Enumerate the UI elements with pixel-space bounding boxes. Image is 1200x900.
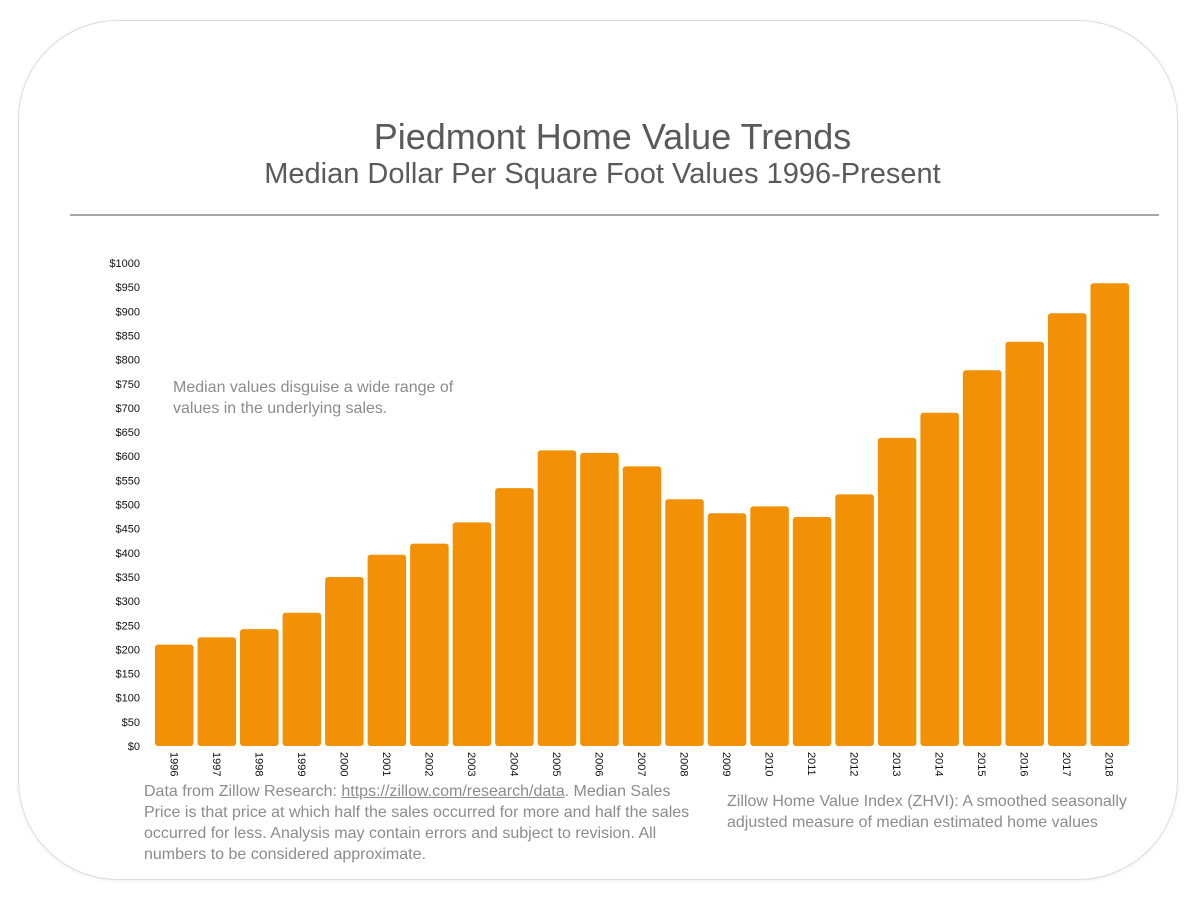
x-tick-label: 2006 [592,752,604,776]
bar [1047,313,1087,746]
x-tick-label: 2018 [1103,752,1115,776]
y-tick-label: $550 [116,475,140,487]
x-tick-label: 2008 [678,752,690,776]
y-tick-label: $500 [116,500,140,512]
source-prefix: Data from Zillow Research: [144,783,342,800]
x-tick-label: 2002 [422,752,434,776]
bar [835,494,874,746]
x-tick-label: 2016 [1018,752,1030,776]
y-tick-label: $700 [116,403,140,415]
chart-subtitle: Median Dollar Per Square Foot Values 199… [264,158,941,190]
x-tick-label: 2010 [763,752,775,776]
source-note: Data from Zillow Research: https://zillo… [144,781,704,865]
y-tick-label: $950 [116,282,140,294]
bar [580,452,619,746]
bar [452,522,492,746]
y-tick-label: $100 [116,693,140,705]
y-tick-label: $50 [122,717,140,729]
bar [410,543,449,746]
source-suffix: . Median Sales Price is that price at wh… [144,783,690,863]
median-note: Median values disguise a wide range of v… [173,379,454,417]
x-axis-ticks: 1996 1997 1998 1999 2000 2001 2002 2003 2004 2005… [167,752,1114,776]
y-tick-label: $650 [116,427,140,439]
bar [495,488,534,746]
zhvi-note: Zillow Home Value Index (ZHVI): A smooth… [727,793,1127,831]
source-link[interactable]: https://zillow.com/research/data [341,783,565,800]
x-tick-label: 2003 [465,752,477,776]
bar [707,513,747,746]
bar [962,370,1002,746]
x-tick-label: 2005 [550,752,562,776]
bar [750,506,789,746]
bar [1090,283,1129,746]
x-tick-label: 1999 [295,752,307,776]
y-tick-label: $0 [128,741,140,753]
y-tick-label: $450 [116,524,140,536]
bar [240,629,279,746]
y-tick-label: $600 [116,451,140,463]
x-tick-label: 2012 [848,752,860,776]
bar [537,450,577,746]
y-tick-label: $350 [116,572,140,584]
x-tick-label: 1997 [210,752,222,776]
x-tick-label: 2015 [975,752,987,776]
bar [877,437,917,746]
y-tick-label: $900 [116,306,140,318]
x-tick-label: 1996 [167,752,179,776]
x-tick-label: 1998 [252,752,264,776]
bar [282,612,322,746]
x-tick-label: 2007 [635,752,647,776]
bar [665,499,704,746]
y-tick-label: $1000 [109,258,140,270]
bar [155,644,194,746]
x-tick-label: 2000 [337,752,349,776]
title-divider [70,214,1159,216]
chart-title: Piedmont Home Value Trends [373,116,852,157]
y-tick-label: $400 [116,548,140,560]
x-tick-label: 2014 [933,752,945,776]
y-tick-label: $850 [116,330,140,342]
bars-group [155,283,1129,746]
x-tick-label: 2009 [720,752,732,776]
bar [920,412,959,746]
bar [367,554,407,746]
bar [1005,341,1044,746]
bar [325,576,364,746]
y-tick-label: $300 [116,596,140,608]
x-tick-label: 2011 [805,752,817,776]
y-tick-label: $750 [116,379,140,391]
y-axis-ticks: $0 $50 $100 $150 $200 $250 $300 $350 $400 $450 $50… [109,258,140,753]
x-tick-label: 2017 [1060,752,1072,776]
bar [792,517,832,746]
bar [622,466,662,746]
bar [197,637,237,746]
x-tick-label: 2004 [507,752,519,776]
y-tick-label: $800 [116,355,140,367]
y-tick-label: $150 [116,669,140,681]
x-tick-label: 2001 [380,752,392,776]
y-tick-label: $200 [116,644,140,656]
y-tick-label: $250 [116,620,140,632]
x-tick-label: 2013 [890,752,902,776]
